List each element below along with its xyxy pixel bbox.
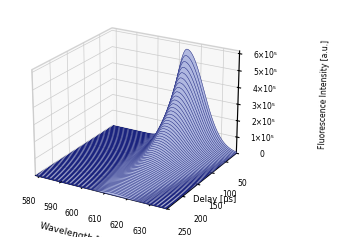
X-axis label: Wavelength [nm]: Wavelength [nm] [39, 221, 117, 237]
